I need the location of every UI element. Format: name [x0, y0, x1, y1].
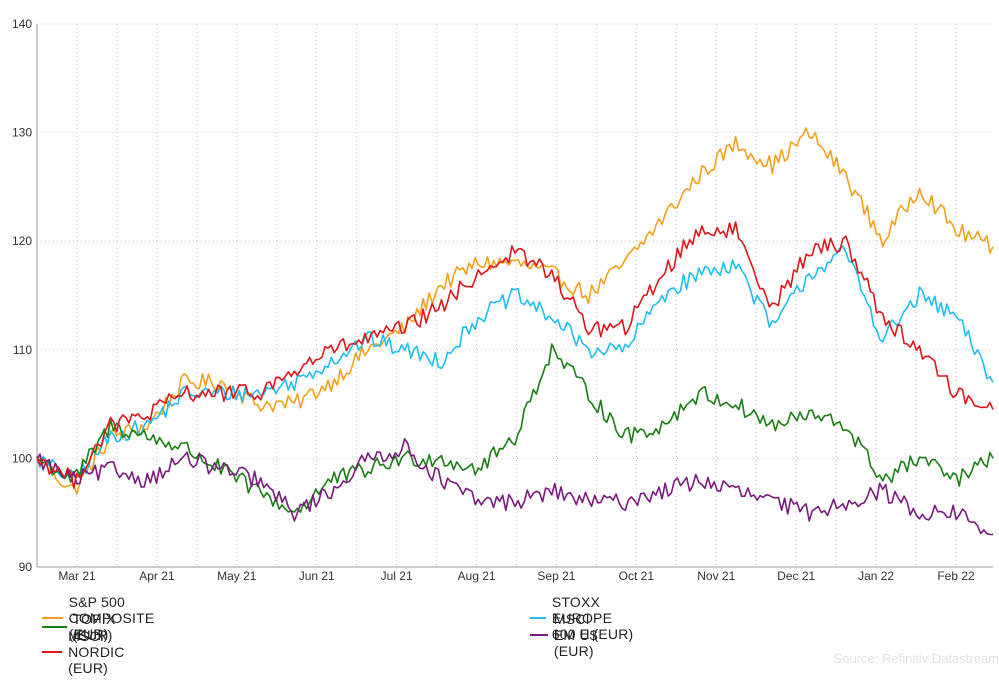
x-axis: Mar 21 Apr 21 May 21 Jun 21 Jul 21 Aug 21 Sep …: [58, 569, 975, 583]
x-tick-label: Jan 22: [858, 569, 894, 583]
x-tick-label: Jul 21: [381, 569, 413, 583]
series-lines: [36, 127, 994, 536]
legend-item: MSCI NORDIC (EUR): [42, 628, 142, 676]
y-tick-label: 120: [12, 234, 32, 248]
x-tick-label: Sep 21: [537, 569, 575, 583]
x-tick-label: Dec 21: [777, 569, 815, 583]
x-tick-label: Nov 21: [697, 569, 735, 583]
legend-label: S&P 500 COMPOSITE (EUR): [68, 594, 155, 642]
legend-item: TOPIX (EUR): [42, 611, 129, 643]
legend-item: MSCI EM U$ (EUR): [530, 611, 614, 659]
legend-swatch: [42, 651, 63, 653]
y-tick-label: 140: [12, 17, 32, 31]
legend-label: TOPIX (EUR): [72, 611, 116, 643]
legend-swatch: [530, 617, 546, 619]
legend-item: STOXX EUROPE 600 E (EUR): [530, 594, 634, 642]
legend-swatch: [42, 617, 63, 619]
series-line: [36, 245, 994, 480]
grid: [36, 23, 993, 568]
series-line: [36, 127, 994, 495]
y-tick-label: 90: [19, 560, 33, 574]
x-tick-label: Aug 21: [458, 569, 496, 583]
source-note: Source: Refinitiv Datastream: [833, 651, 999, 666]
x-tick-label: Jun 21: [299, 569, 335, 583]
series-line: [36, 221, 994, 489]
x-tick-label: Oct 21: [619, 569, 655, 583]
x-tick-label: May 21: [217, 569, 257, 583]
x-tick-label: Feb 22: [937, 569, 975, 583]
y-tick-label: 100: [12, 451, 32, 465]
y-axis: 90 100 110 120 130 140: [12, 17, 32, 574]
y-tick-label: 110: [13, 343, 32, 357]
y-tick-label: 130: [12, 126, 32, 140]
legend-item: S&P 500 COMPOSITE (EUR): [42, 594, 172, 642]
legend-swatch: [42, 626, 67, 628]
legend-label: MSCI NORDIC (EUR): [68, 628, 125, 676]
legend-label: MSCI EM U$ (EUR): [553, 611, 598, 659]
x-tick-label: Mar 21: [58, 569, 96, 583]
series-line: [36, 343, 994, 513]
legend-swatch: [530, 634, 548, 636]
x-tick-label: Apr 21: [139, 569, 175, 583]
series-line: [36, 438, 994, 536]
legend-label: STOXX EUROPE 600 E (EUR): [551, 594, 634, 642]
